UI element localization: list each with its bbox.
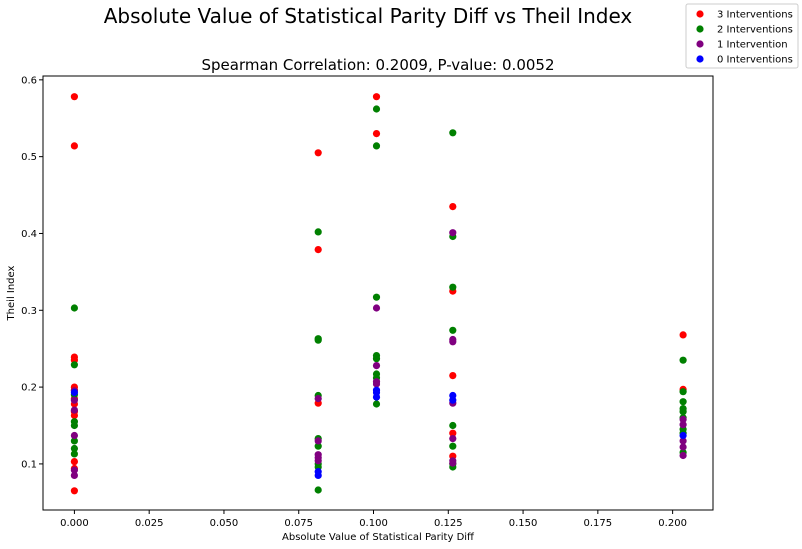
data-point [449,459,457,467]
x-tick-label: 0.075 [284,518,313,529]
chart-subtitle: Spearman Correlation: 0.2009, P-value: 0… [201,56,554,74]
legend: 3 Interventions 2 Interventions 1 Interven… [685,3,799,69]
chart-title: Absolute Value of Statistical Parity Dif… [104,4,633,28]
data-point [449,283,457,291]
data-point [449,396,457,404]
data-point [314,395,322,403]
data-point [372,393,381,401]
data-point [372,130,381,138]
data-point [70,458,78,466]
legend-marker [696,55,704,63]
x-axis-ticks: 0.000 0.025 0.050 0.075 0.100 0.125 0.150 0.175… [60,510,687,529]
data-point [70,388,78,397]
x-tick-label: 0.025 [135,518,164,529]
data-point [679,415,687,423]
data-point [70,421,78,430]
data-point [679,431,687,440]
data-point [679,437,687,445]
x-tick-label: 0.125 [434,518,463,529]
data-point [449,421,457,430]
data-point [70,487,78,495]
data-point [449,435,457,443]
data-point [70,406,78,414]
data-point [449,229,457,237]
data-point [679,388,687,396]
data-point [679,331,687,339]
data-point [314,149,322,157]
data-point [372,142,381,150]
legend-label: 2 Interventions [717,25,793,36]
data-point [70,142,78,150]
legend-label: 0 Interventions [717,55,793,66]
data-point [449,203,457,211]
data-point [449,442,457,450]
data-point [70,437,78,445]
data-point [70,304,78,312]
data-point [70,471,78,479]
data-point [372,355,381,363]
plot-area-frame [42,75,714,511]
x-tick-label: 0.000 [60,518,89,529]
data-point [372,362,381,370]
data-point [372,304,381,312]
data-point [314,246,322,254]
data-point [70,411,78,420]
x-axis-label: Absolute Value of Statistical Parity Dif… [282,532,475,543]
data-point [70,396,78,404]
data-point [449,372,457,380]
data-point [372,380,381,388]
x-tick-label: 0.050 [210,518,239,529]
data-point [372,400,381,408]
data-point [70,466,78,474]
data-point [70,444,78,453]
data-point [449,326,457,334]
data-point [372,105,381,113]
x-tick-label: 0.200 [658,518,687,529]
y-tick-label: 0.6 [21,75,37,86]
legend-marker [696,10,704,18]
x-tick-label: 0.100 [359,518,388,529]
data-point [314,471,322,479]
y-tick-label: 0.3 [21,306,37,317]
data-point [314,437,322,445]
y-tick-label: 0.2 [21,383,37,394]
legend-box [685,3,799,69]
data-point [372,93,381,101]
data-point [314,336,322,344]
data-point [679,443,687,451]
y-tick-label: 0.5 [21,152,37,163]
legend-marker [696,25,704,33]
data-point [372,293,381,301]
legend-label: 1 Intervention [717,40,788,51]
y-axis-ticks: 0.1 0.2 0.3 0.4 0.5 0.6 [21,75,43,470]
data-point [449,338,457,346]
data-point [70,93,78,101]
data-point [449,129,457,137]
x-tick-label: 0.175 [584,518,613,529]
data-point [70,361,78,369]
y-tick-label: 0.1 [21,459,37,470]
data-point [70,431,78,440]
x-tick-label: 0.150 [509,518,538,529]
data-point [314,228,322,236]
y-axis-label: Theil Index [6,265,17,321]
data-point [679,421,687,429]
data-point [314,457,322,465]
data-point [314,486,322,494]
data-point [449,429,457,437]
data-point [70,450,78,458]
legend-label: 3 Interventions [717,10,793,21]
data-point [679,398,687,406]
data-points [70,93,687,495]
data-point [679,408,687,416]
data-point [679,356,687,364]
legend-marker [696,40,704,48]
data-point [314,442,322,450]
data-point [679,451,687,460]
y-tick-label: 0.4 [21,229,37,240]
